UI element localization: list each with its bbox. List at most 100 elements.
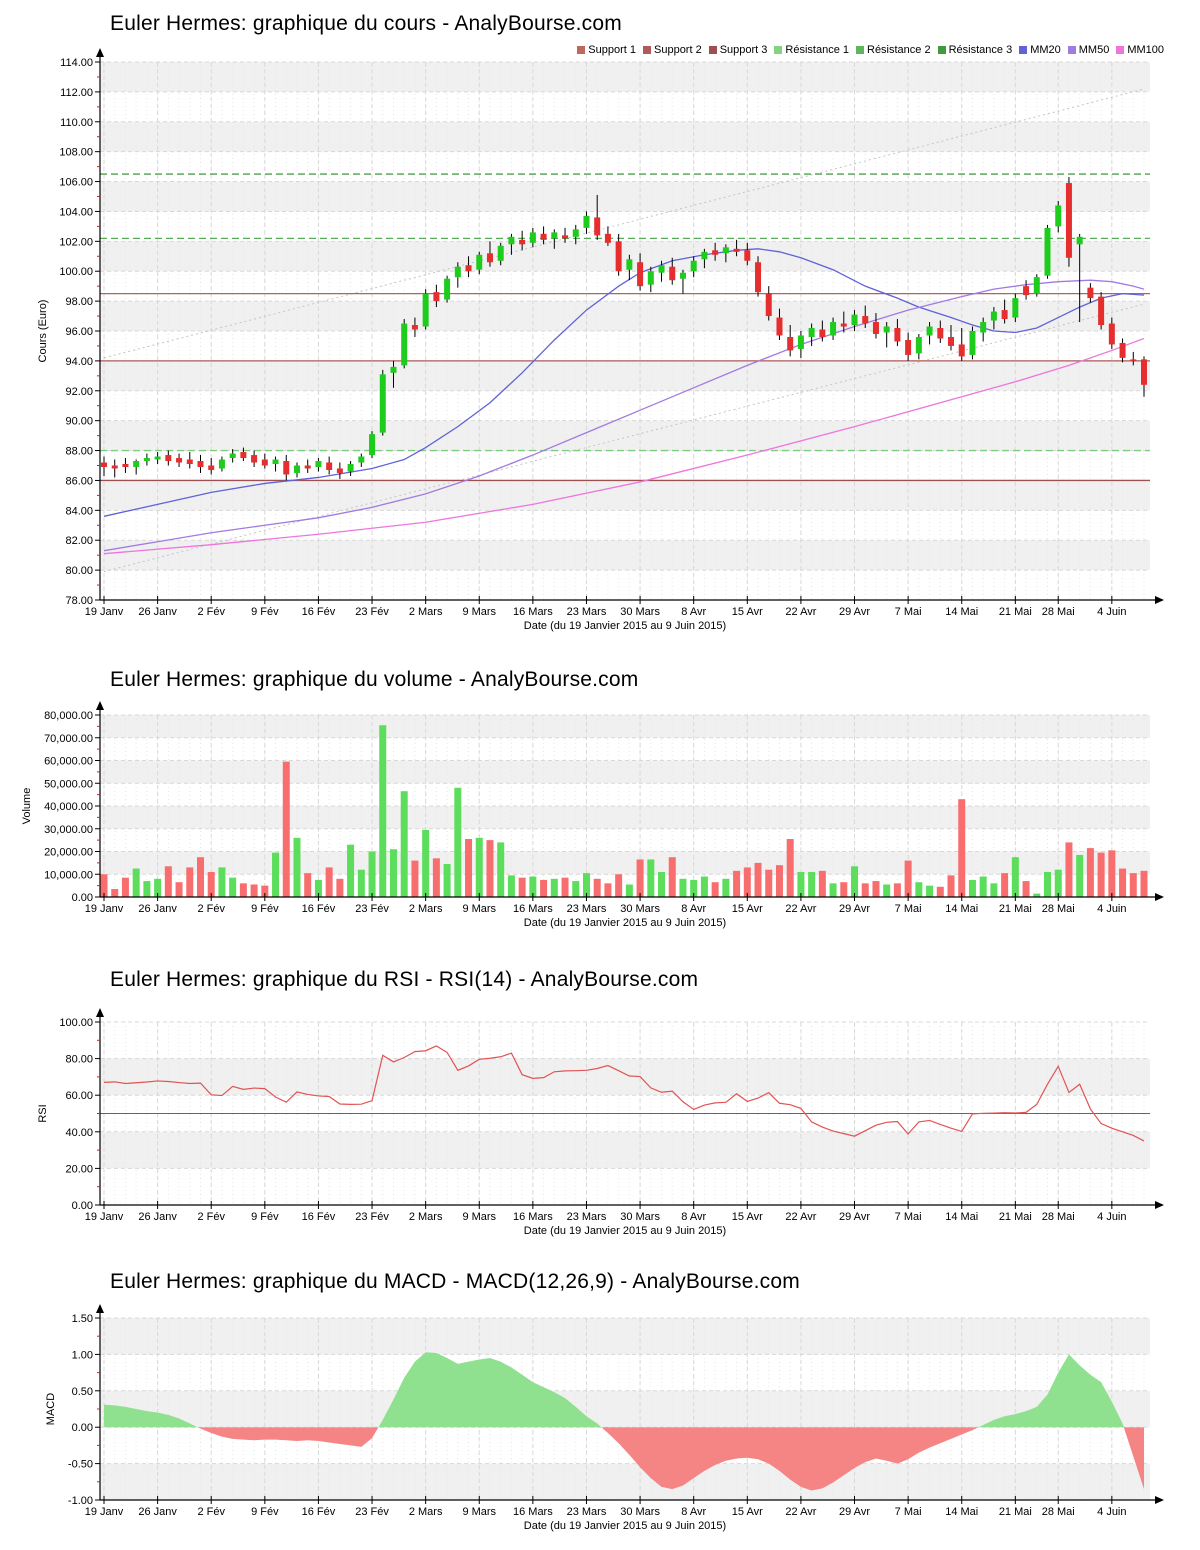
svg-text:2 Mars: 2 Mars	[409, 1211, 443, 1223]
legend-item-support-1: Support 1	[577, 44, 636, 56]
legend-label: Support 3	[719, 44, 768, 56]
svg-text:14 Mai: 14 Mai	[945, 606, 978, 618]
legend-label: Résistance 2	[867, 44, 931, 56]
svg-text:16 Fév: 16 Fév	[302, 903, 336, 915]
legend-swatch	[708, 46, 717, 54]
svg-text:8 Avr: 8 Avr	[681, 903, 706, 915]
svg-text:8 Avr: 8 Avr	[681, 1211, 706, 1223]
svg-text:98.00: 98.00	[65, 296, 93, 308]
svg-text:2 Fév: 2 Fév	[197, 606, 225, 618]
svg-text:29 Avr: 29 Avr	[839, 606, 870, 618]
svg-text:Cours (Euro): Cours (Euro)	[37, 300, 49, 363]
legend-swatch	[1067, 46, 1076, 54]
legend-swatch	[856, 46, 864, 54]
svg-text:4 Juin: 4 Juin	[1097, 606, 1126, 618]
svg-text:16 Mars: 16 Mars	[513, 606, 553, 618]
svg-text:7 Mai: 7 Mai	[895, 1506, 922, 1518]
rsi-chart-canvas: 0.00 20.00 40.00 60.00 80.00 100.00 19 Janv 26 …	[37, 1008, 1164, 1237]
legend-swatch	[774, 46, 783, 54]
svg-text:9 Fév: 9 Fév	[251, 606, 279, 618]
legend-item-r-sistance-2: Résistance 2	[856, 44, 931, 56]
svg-text:22 Avr: 22 Avr	[785, 1211, 816, 1223]
svg-text:-1.00: -1.00	[68, 1495, 93, 1507]
svg-text:23 Mars: 23 Mars	[567, 903, 607, 915]
svg-text:19 Janv: 19 Janv	[85, 903, 124, 915]
svg-text:26 Janv: 26 Janv	[138, 1211, 177, 1223]
svg-text:90.00: 90.00	[65, 416, 93, 428]
legend-label: MM50	[1078, 44, 1110, 56]
svg-text:7 Mai: 7 Mai	[895, 606, 922, 618]
price-chart-legend: Support 1 Support 2 Support 3 Résistance 1 R…	[577, 44, 1164, 56]
svg-text:16 Mars: 16 Mars	[513, 1506, 553, 1518]
svg-text:26 Janv: 26 Janv	[138, 903, 177, 915]
svg-text:20.00: 20.00	[65, 1163, 93, 1175]
svg-text:22 Avr: 22 Avr	[785, 606, 816, 618]
svg-text:50,000.00: 50,000.00	[44, 778, 93, 790]
svg-text:110.00: 110.00	[60, 117, 93, 129]
svg-text:2 Mars: 2 Mars	[409, 903, 443, 915]
svg-text:26 Janv: 26 Janv	[138, 1506, 177, 1518]
svg-text:26 Janv: 26 Janv	[138, 606, 177, 618]
legend-label: MM20	[1030, 44, 1061, 56]
svg-text:1.00: 1.00	[72, 1349, 93, 1361]
svg-text:2 Fév: 2 Fév	[197, 903, 225, 915]
svg-text:29 Avr: 29 Avr	[839, 1506, 870, 1518]
legend-swatch	[1019, 46, 1028, 54]
svg-text:28 Mai: 28 Mai	[1042, 606, 1075, 618]
svg-text:2 Fév: 2 Fév	[197, 1506, 225, 1518]
svg-text:104.00: 104.00	[59, 206, 93, 218]
svg-text:9 Fév: 9 Fév	[251, 1506, 279, 1518]
legend-swatch	[1116, 46, 1125, 54]
legend-swatch	[937, 46, 946, 54]
svg-text:9 Mars: 9 Mars	[462, 1211, 496, 1223]
svg-text:2 Mars: 2 Mars	[409, 1506, 443, 1518]
svg-text:19 Janv: 19 Janv	[85, 1506, 124, 1518]
svg-text:94.00: 94.00	[65, 356, 93, 368]
legend-label: Support 1	[588, 44, 636, 56]
svg-text:16 Fév: 16 Fév	[302, 1211, 336, 1223]
svg-text:21 Mai: 21 Mai	[999, 606, 1032, 618]
svg-text:80,000.00: 80,000.00	[44, 710, 93, 722]
svg-text:2 Mars: 2 Mars	[409, 606, 443, 618]
svg-text:7 Mai: 7 Mai	[895, 903, 922, 915]
legend-swatch	[643, 46, 651, 54]
svg-text:9 Fév: 9 Fév	[251, 903, 279, 915]
svg-text:15 Avr: 15 Avr	[732, 1211, 763, 1223]
svg-text:22 Avr: 22 Avr	[785, 1506, 816, 1518]
svg-text:8 Avr: 8 Avr	[681, 1506, 706, 1518]
svg-text:30 Mars: 30 Mars	[620, 1211, 660, 1223]
svg-text:16 Mars: 16 Mars	[513, 1211, 553, 1223]
rsi-chart-title: Euler Hermes: graphique du RSI - RSI(14)…	[110, 968, 699, 991]
svg-text:-0.50: -0.50	[68, 1459, 93, 1471]
svg-text:10,000.00: 10,000.00	[44, 869, 93, 881]
svg-text:Date (du 19 Janvier 2015 au 9: Date (du 19 Janvier 2015 au 9 Juin 2015)	[524, 1225, 726, 1237]
svg-text:19 Janv: 19 Janv	[85, 606, 124, 618]
svg-text:30 Mars: 30 Mars	[620, 903, 660, 915]
svg-text:106.00: 106.00	[59, 177, 93, 189]
svg-text:Date (du 19 Janvier 2015 au 9: Date (du 19 Janvier 2015 au 9 Juin 2015)	[524, 1520, 726, 1532]
svg-text:14 Mai: 14 Mai	[945, 1506, 978, 1518]
legend-label: MM100	[1127, 44, 1164, 56]
svg-text:15 Avr: 15 Avr	[732, 606, 763, 618]
legend-item-r-sistance-1: Résistance 1	[774, 44, 849, 56]
svg-text:0.50: 0.50	[72, 1386, 93, 1398]
svg-text:28 Mai: 28 Mai	[1042, 903, 1075, 915]
svg-text:23 Fév: 23 Fév	[355, 903, 389, 915]
svg-text:4 Juin: 4 Juin	[1097, 903, 1126, 915]
svg-text:MACD: MACD	[45, 1393, 57, 1425]
svg-text:19 Janv: 19 Janv	[85, 1211, 124, 1223]
svg-text:16 Fév: 16 Fév	[302, 1506, 336, 1518]
svg-text:Date (du 19 Janvier 2015 au 9: Date (du 19 Janvier 2015 au 9 Juin 2015)	[524, 620, 726, 632]
svg-text:16 Fév: 16 Fév	[302, 606, 336, 618]
svg-text:RSI: RSI	[37, 1104, 49, 1122]
svg-text:9 Fév: 9 Fév	[251, 1211, 279, 1223]
svg-text:92.00: 92.00	[65, 386, 93, 398]
svg-text:30 Mars: 30 Mars	[620, 606, 660, 618]
svg-text:15 Avr: 15 Avr	[732, 1506, 763, 1518]
svg-text:84.00: 84.00	[65, 505, 93, 517]
svg-text:9 Mars: 9 Mars	[462, 903, 496, 915]
svg-text:29 Avr: 29 Avr	[839, 903, 870, 915]
svg-text:80.00: 80.00	[65, 565, 93, 577]
svg-text:96.00: 96.00	[65, 326, 93, 338]
svg-text:28 Mai: 28 Mai	[1042, 1506, 1075, 1518]
